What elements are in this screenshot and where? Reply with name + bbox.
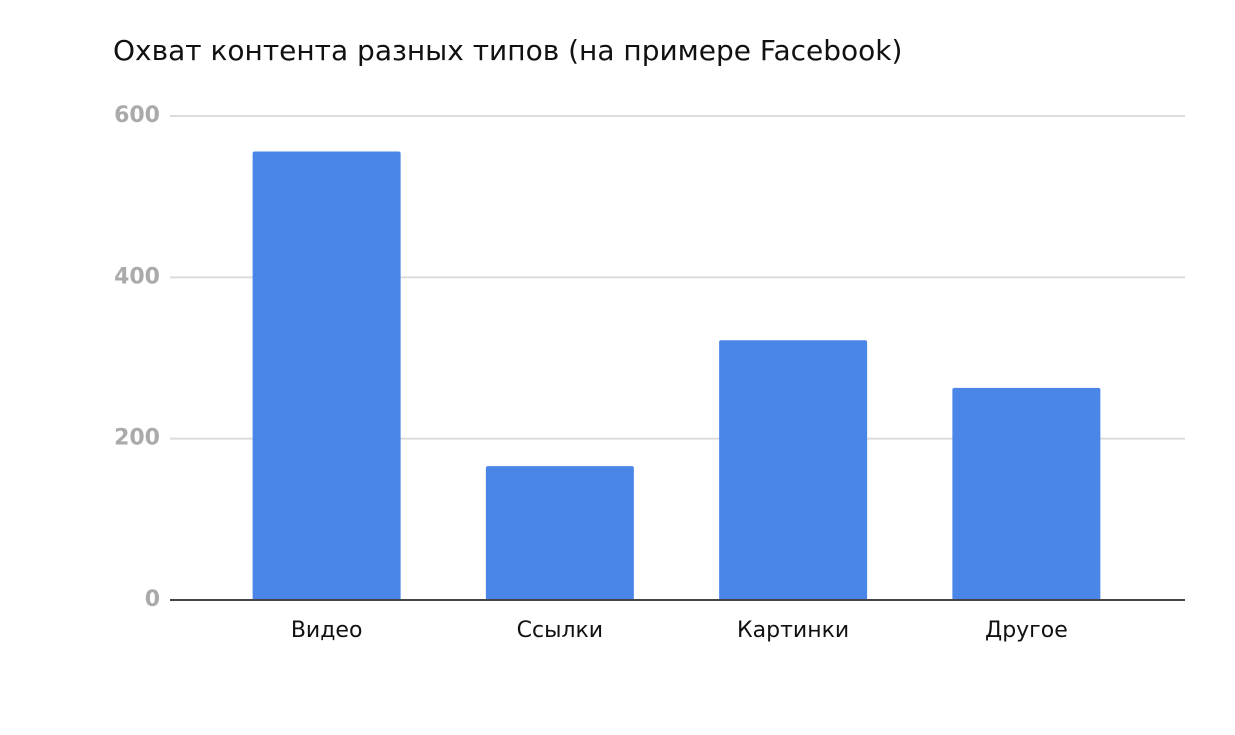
bar: [252, 151, 401, 600]
y-tick-label: 0: [145, 587, 160, 612]
x-tick-label: Картинки: [737, 618, 849, 643]
bar: [719, 340, 868, 600]
y-tick-label: 200: [114, 426, 160, 451]
chart-title: Охват контента разных типов (на примере …: [113, 34, 902, 67]
x-tick-label: Ссылки: [517, 618, 603, 643]
x-tick-label: Видео: [291, 618, 363, 643]
bar: [485, 466, 634, 600]
y-tick-label: 400: [114, 264, 160, 289]
bar: [952, 387, 1101, 600]
y-tick-label: 600: [114, 103, 160, 128]
x-tick-label: Другое: [985, 618, 1068, 643]
